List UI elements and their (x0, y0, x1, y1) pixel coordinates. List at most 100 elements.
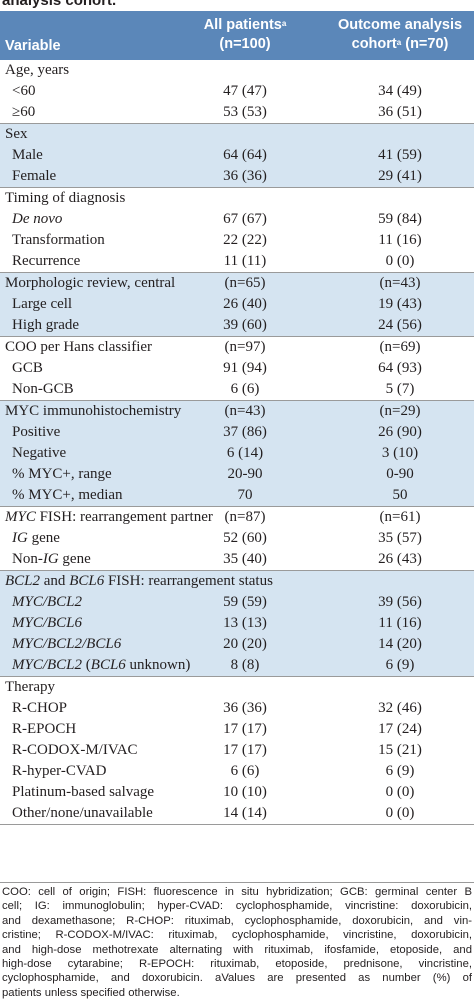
table-row: Non-GCB 6 (6) 5 (7) (0, 379, 474, 400)
cell-outcome-cohort: (n=29) (379, 403, 421, 419)
footnote-line: and dexamethasone; R-CHOP: rituximab, cy… (2, 914, 472, 927)
row-label: Large cell (12, 296, 73, 312)
row-divider (0, 570, 474, 571)
row-label: Other/none/unavailable (12, 805, 153, 821)
table-section: Therapy R-CHOP 36 (36) 32 (46) R-EPOCH 17 (17… (0, 677, 474, 824)
table-section: MYC immunohistochemistry (n=43) (n=29) Posi… (0, 401, 474, 506)
cell-outcome-cohort: 50 (392, 487, 408, 503)
cell-all-patients: 36 (36) (223, 168, 267, 184)
table-row: GCB 91 (94) 64 (93) (0, 358, 474, 379)
table-section: Timing of diagnosis De novo 67 (67) 59 (84)… (0, 188, 474, 272)
table-row: % MYC+, median 70 50 (0, 485, 474, 506)
table-row: BCL2 and BCL6 FISH: rearrangement status (0, 571, 474, 592)
cell-all-patients: 53 (53) (223, 104, 267, 120)
cell-outcome-cohort: (n=69) (379, 339, 421, 355)
cell-outcome-cohort: 5 (7) (385, 381, 415, 397)
cell-outcome-cohort: 14 (20) (378, 636, 422, 652)
cell-all-patients: (n=43) (224, 403, 266, 419)
cell-outcome-cohort: 39 (56) (378, 594, 422, 610)
table-row: MYC immunohistochemistry (n=43) (n=29) (0, 401, 474, 422)
cell-all-patients: 35 (40) (223, 551, 267, 567)
table-row: Recurrence 11 (11) 0 (0) (0, 251, 474, 272)
row-label: MYC FISH: rearrangement partner (5, 509, 213, 525)
footnote-line: high-dose cytarabine; R-EPOCH: rituximab… (2, 957, 472, 970)
table-row: Other/none/unavailable 14 (14) 0 (0) (0, 803, 474, 824)
cell-all-patients: (n=97) (224, 339, 266, 355)
table-row: <60 47 (47) 34 (49) (0, 81, 474, 102)
row-label: COO per Hans classifier (5, 339, 153, 355)
table-row: COO per Hans classifier (n=97) (n=69) (0, 337, 474, 358)
table-section: Age, years <60 47 (47) 34 (49) ≥60 53 (53) 36 … (0, 60, 474, 123)
table-section: Sex Male 64 (64) 41 (59) Female 36 (36) 29 (41… (0, 124, 474, 187)
footnote-line: and high-dose methotrexate alternating w… (2, 943, 472, 956)
row-label: ≥60 (12, 104, 36, 120)
cell-all-patients: 17 (17) (223, 742, 267, 758)
row-label: MYC immunohistochemistry (5, 403, 182, 419)
table-row: Transformation 22 (22) 11 (16) (0, 230, 474, 251)
row-label: MYC/BCL2 (BCL6 unknown) (12, 657, 191, 673)
table-row: Platinum-based salvage 10 (10) 0 (0) (0, 782, 474, 803)
row-label: Male (12, 147, 43, 163)
row-label: Transformation (12, 232, 105, 248)
table-row: Non-IG gene 35 (40) 26 (43) (0, 549, 474, 570)
table-row: % MYC+, range 20-90 0-90 (0, 464, 474, 485)
table-row: Morphologic review, central (n=65) (n=43) (0, 273, 474, 294)
cell-all-patients: 17 (17) (223, 721, 267, 737)
cell-all-patients: 91 (94) (223, 360, 267, 376)
row-label: R-EPOCH (12, 721, 77, 737)
cell-all-patients: 52 (60) (223, 530, 267, 546)
table-row: R-CHOP 36 (36) 32 (46) (0, 698, 474, 719)
cell-all-patients: 13 (13) (223, 615, 267, 631)
cell-outcome-cohort: (n=61) (379, 509, 421, 525)
cell-outcome-cohort: 26 (90) (378, 424, 422, 440)
cell-outcome-cohort: 11 (16) (378, 232, 422, 248)
cell-outcome-cohort: 41 (59) (378, 147, 422, 163)
table-row: Sex (0, 124, 474, 145)
table-row: R-CODOX-M/IVAC 17 (17) 15 (21) (0, 740, 474, 761)
cell-all-patients: 20-90 (227, 466, 263, 482)
cell-all-patients: (n=87) (224, 509, 266, 525)
row-divider (0, 123, 474, 124)
row-label: Recurrence (12, 253, 81, 269)
row-divider (0, 824, 474, 825)
row-label: Sex (5, 126, 28, 142)
cell-all-patients: 8 (8) (230, 657, 260, 673)
table-row: Timing of diagnosis (0, 188, 474, 209)
table-row: ≥60 53 (53) 36 (51) (0, 102, 474, 123)
row-label: Timing of diagnosis (5, 190, 126, 206)
cell-all-patients: 10 (10) (223, 784, 267, 800)
table-row: MYC/BCL6 13 (13) 11 (16) (0, 613, 474, 634)
cell-outcome-cohort: 26 (43) (378, 551, 422, 567)
table-row: Female 36 (36) 29 (41) (0, 166, 474, 187)
cell-all-patients: 6 (6) (230, 763, 260, 779)
cell-all-patients: 20 (20) (223, 636, 267, 652)
row-divider (0, 272, 474, 273)
table-row: MYC/BCL2 (BCL6 unknown) 8 (8) 6 (9) (0, 655, 474, 676)
cell-all-patients: 22 (22) (223, 232, 267, 248)
row-divider (0, 676, 474, 677)
table-section: BCL2 and BCL6 FISH: rearrangement status… (0, 571, 474, 676)
row-label: De novo (12, 211, 63, 227)
row-label: High grade (12, 317, 80, 333)
row-label: % MYC+, range (12, 466, 112, 482)
table-section: Morphologic review, central (n=65) (n=43) L… (0, 273, 474, 336)
cell-all-patients: 36 (36) (223, 700, 267, 716)
row-label: IG gene (12, 530, 60, 546)
row-divider (0, 336, 474, 337)
cell-all-patients: 14 (14) (223, 805, 267, 821)
table-row: Male 64 (64) 41 (59) (0, 145, 474, 166)
table-row: Negative 6 (14) 3 (10) (0, 443, 474, 464)
cell-outcome-cohort: 0 (0) (385, 805, 415, 821)
table-row: De novo 67 (67) 59 (84) (0, 209, 474, 230)
cell-all-patients: 6 (6) (230, 381, 260, 397)
table-footnote: COO: cell of origin; FISH: fluorescence … (0, 885, 472, 1000)
table-section: COO per Hans classifier (n=97) (n=69) GCB 91… (0, 337, 474, 400)
row-label: Positive (12, 424, 61, 440)
footnote-line: cristine; R-CODOX-M/IVAC: rituximab, cyc… (2, 929, 472, 942)
row-label: MYC/BCL2/BCL6 (12, 636, 122, 652)
cell-all-patients: 11 (11) (223, 253, 267, 269)
row-label: R-CODOX-M/IVAC (12, 742, 138, 758)
cell-all-patients: 59 (59) (223, 594, 267, 610)
row-label: R-CHOP (12, 700, 68, 716)
footnote-divider (0, 882, 474, 883)
